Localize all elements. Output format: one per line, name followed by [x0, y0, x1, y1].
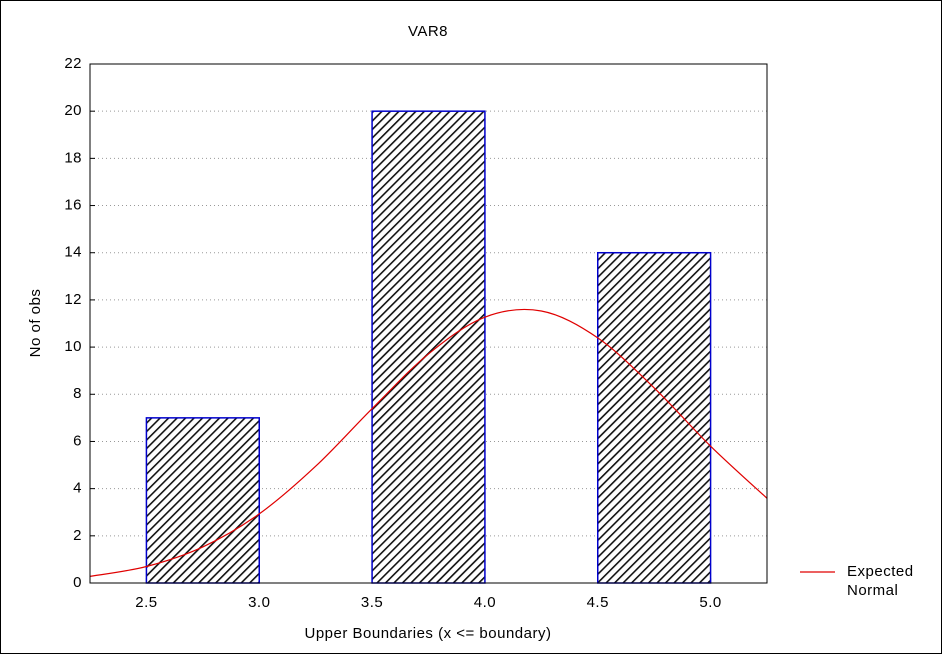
legend-label: Expected Normal [847, 563, 914, 599]
y-tick-label: 10 [64, 338, 82, 355]
y-tick-label: 4 [73, 480, 82, 497]
y-tick-label: 2 [73, 527, 82, 544]
x-tick-label: 4.0 [474, 594, 496, 611]
y-tick-label: 14 [64, 244, 82, 261]
y-tick-label: 12 [64, 291, 82, 308]
normal-curve [89, 308, 768, 577]
bar [145, 417, 261, 584]
x-tick-label: 5.0 [699, 594, 721, 611]
y-tick-label: 20 [64, 102, 82, 119]
plot-frame [89, 63, 768, 584]
x-tick-label: 3.0 [248, 594, 270, 611]
y-tick-label: 18 [64, 149, 82, 166]
bar [371, 110, 486, 584]
y-tick-label: 22 [64, 55, 82, 72]
y-tick-label: 0 [73, 574, 82, 591]
y-tick-label: 8 [73, 385, 82, 402]
chart-title: VAR8 [408, 23, 448, 40]
bar [597, 251, 712, 584]
x-tick-label: 4.5 [587, 594, 609, 611]
x-tick-label: 3.5 [361, 594, 383, 611]
y-tick-label: 16 [64, 197, 82, 214]
x-axis-label: Upper Boundaries (x <= boundary) [305, 625, 552, 642]
y-tick-label: 6 [73, 432, 82, 449]
x-tick-label: 2.5 [135, 594, 157, 611]
y-axis-label: No of obs [27, 289, 44, 358]
